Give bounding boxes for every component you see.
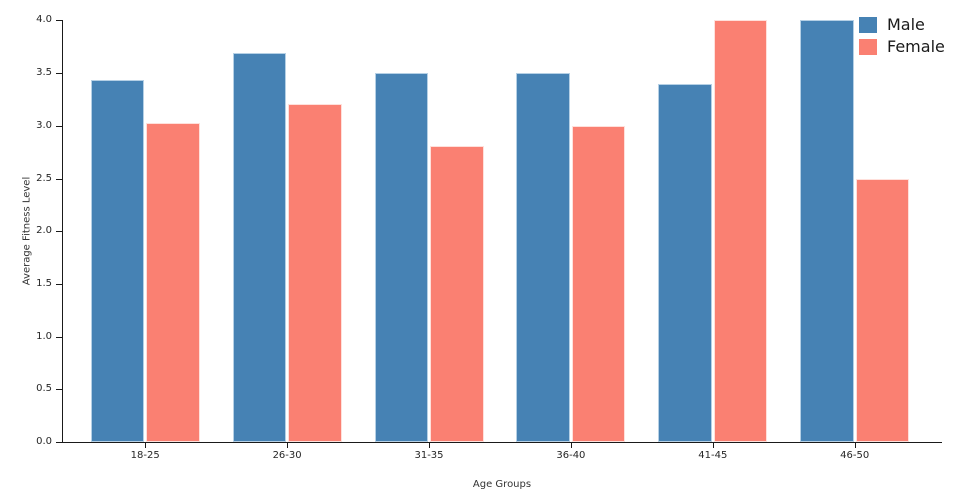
bar-male-31-35 (374, 73, 428, 442)
y-tick-mark (56, 336, 62, 338)
bar-male-26-30 (232, 53, 287, 442)
legend-item-female: Female (859, 38, 945, 56)
x-axis-spine (62, 442, 942, 443)
y-axis-title: Average Fitness Level (21, 176, 33, 286)
x-tick-label-46-50: 46-50 (840, 450, 870, 461)
bar-male-46-50 (800, 20, 854, 442)
y-tick-label: 1.0 (36, 330, 52, 342)
x-tick-label-26-30: 26-30 (272, 450, 302, 461)
legend-swatch-male (859, 17, 877, 33)
y-tick-label: 3.5 (36, 67, 52, 79)
y-tick-mark (56, 283, 62, 285)
legend-swatch-female (859, 39, 877, 55)
x-tick-mark (854, 443, 856, 448)
bar-male-18-25 (90, 80, 145, 442)
legend: Male Female (859, 16, 945, 56)
x-tick-mark (712, 443, 714, 448)
bar-male-36-40 (516, 73, 570, 442)
y-tick-mark (56, 178, 62, 180)
y-tick-label: 1.5 (36, 277, 52, 289)
y-tick-label: 2.5 (36, 172, 52, 184)
legend-item-male: Male (859, 16, 945, 34)
legend-label: Male (887, 15, 925, 34)
bar-male-41-45 (658, 83, 712, 442)
x-axis-title: Age Groups (472, 479, 532, 490)
y-tick-label: 4.0 (36, 14, 52, 26)
legend-label: Female (887, 37, 945, 56)
x-tick-label-18-25: 18-25 (130, 450, 160, 461)
bar-female-26-30 (288, 103, 342, 442)
x-tick-label-36-40: 36-40 (556, 450, 586, 461)
bar-female-18-25 (146, 122, 200, 442)
bar-female-36-40 (571, 125, 626, 442)
y-tick-mark (56, 389, 62, 391)
y-tick-mark (56, 125, 62, 127)
y-tick-label: 0.0 (36, 436, 52, 447)
y-tick-mark (56, 231, 62, 233)
y-tick-label: 3.0 (36, 119, 52, 131)
bar-female-31-35 (430, 145, 484, 442)
y-tick-label: 0.5 (36, 383, 52, 395)
y-tick-label: 2.0 (36, 225, 52, 237)
bar-female-46-50 (855, 178, 910, 442)
x-tick-label-41-45: 41-45 (698, 450, 728, 461)
y-tick-mark (56, 20, 62, 22)
bar-female-41-45 (713, 20, 768, 442)
y-tick-mark (56, 442, 62, 443)
y-axis-spine (62, 20, 63, 442)
x-tick-mark (570, 443, 572, 448)
x-tick-label-31-35: 31-35 (414, 450, 444, 461)
x-tick-mark (429, 443, 430, 448)
x-tick-mark (287, 443, 289, 448)
y-tick-mark (56, 73, 62, 75)
x-tick-mark (145, 443, 147, 448)
